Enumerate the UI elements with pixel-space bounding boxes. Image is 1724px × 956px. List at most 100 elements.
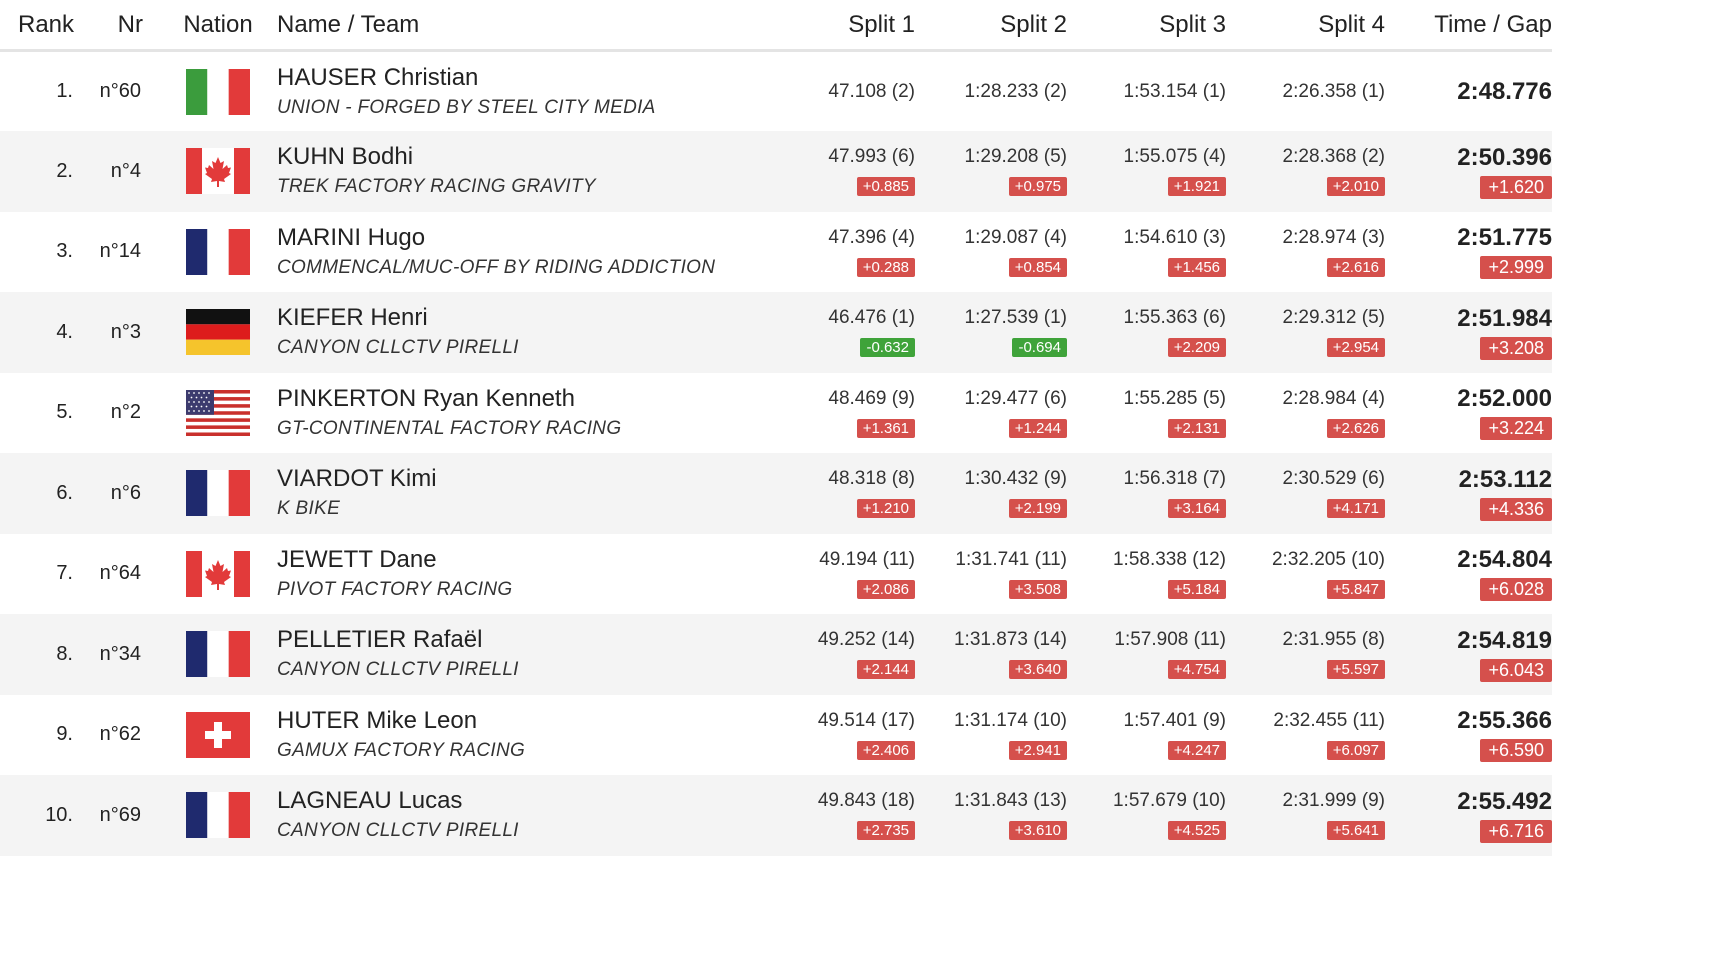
bib-number: n°2	[110, 401, 141, 424]
split3-cell: 1:55.285 (5) +2.131	[1069, 373, 1228, 454]
split4-cell: 2:26.358 (1)	[1228, 51, 1387, 132]
split4-cell: 2:30.529 (6) +4.171	[1228, 453, 1387, 534]
header-nr[interactable]: Nr	[73, 0, 159, 52]
split-time: 2:31.955 (8)	[1282, 629, 1385, 651]
split-diff-badge: +2.954	[1326, 338, 1385, 358]
split-diff-badge: +6.097	[1326, 740, 1385, 760]
nation-cell	[159, 373, 277, 454]
table-row[interactable]: 6. n°6 VIARDOT Kimi K BIKE 48.318 (8) +1.210…	[0, 453, 1552, 534]
split2-cell: 1:31.873 (14) +3.640	[917, 614, 1069, 695]
split-diff-badge: +2.209	[1167, 338, 1226, 358]
split1-cell: 46.476 (1) -0.632	[760, 292, 917, 373]
rank-value: 5.	[56, 401, 73, 424]
rider-name[interactable]: PELLETIER Rafaël	[277, 626, 483, 654]
split-diff-badge: +2.626	[1326, 418, 1385, 438]
split-time: 1:57.401 (9)	[1123, 709, 1226, 731]
rider-name[interactable]: KIEFER Henri	[277, 304, 428, 332]
bib-number: n°6	[110, 481, 141, 504]
table-row[interactable]: 2. n°4 KUHN Bodhi TREK FACTORY RACING GRAV…	[0, 131, 1552, 212]
table-row[interactable]: 9. n°62 HUTER Mike Leon GAMUX FACTORY RACI…	[0, 695, 1552, 776]
table-row[interactable]: 1. n°60 HAUSER Christian UNION - FORGED BY…	[0, 51, 1552, 132]
header-split3[interactable]: Split 3	[1069, 0, 1228, 52]
rider-name[interactable]: LAGNEAU Lucas	[277, 787, 463, 815]
split2-cell: 1:29.477 (6) +1.244	[917, 373, 1069, 454]
gap-badge: +6.716	[1480, 819, 1552, 843]
team-name: PIVOT FACTORY RACING	[277, 578, 513, 600]
split-diff-badge: +5.641	[1326, 821, 1385, 841]
split1-cell: 48.318 (8) +1.210	[760, 453, 917, 534]
split4-cell: 2:28.974 (3) +2.616	[1228, 212, 1387, 293]
germany-flag-icon	[186, 309, 250, 356]
split2-cell: 1:30.432 (9) +2.199	[917, 453, 1069, 534]
nation-cell	[159, 51, 277, 132]
rider-name[interactable]: HUTER Mike Leon	[277, 706, 478, 734]
france-flag-icon	[186, 792, 250, 839]
header-split4[interactable]: Split 4	[1228, 0, 1387, 52]
split3-cell: 1:55.075 (4) +1.921	[1069, 131, 1228, 212]
header-rank[interactable]: Rank	[0, 0, 74, 52]
header-split2[interactable]: Split 2	[917, 0, 1069, 52]
bib-cell: n°4	[73, 131, 159, 212]
split-time: 47.396 (4)	[828, 226, 915, 248]
split-diff-badge: -0.632	[860, 338, 915, 358]
header-row: Rank Nr Nation Name / Team Split 1 Split…	[0, 0, 1552, 52]
table-row[interactable]: 4. n°3 KIEFER Henri CANYON CLLCTV PIRELLI 4…	[0, 292, 1552, 373]
split-time: 1:58.338 (12)	[1112, 548, 1226, 570]
finish-time: 2:54.819	[1457, 626, 1552, 654]
split1-cell: 49.194 (11) +2.086	[760, 534, 917, 615]
header-nation[interactable]: Nation	[159, 0, 277, 52]
rank-value: 7.	[56, 562, 73, 585]
split1-cell: 47.993 (6) +0.885	[760, 131, 917, 212]
table-row[interactable]: 10. n°69 LAGNEAU Lucas CANYON CLLCTV PIREL…	[0, 775, 1552, 856]
split-diff-badge: +2.406	[856, 740, 915, 760]
split-diff-badge: +2.010	[1326, 177, 1385, 197]
rider-name[interactable]: MARINI Hugo	[277, 223, 426, 251]
split-time: 2:26.358 (1)	[1282, 80, 1385, 102]
header-split1[interactable]: Split 1	[760, 0, 917, 52]
split4-cell: 2:32.455 (11) +6.097	[1228, 695, 1387, 776]
bib-number: n°4	[110, 159, 141, 182]
header-name-team[interactable]: Name / Team	[277, 0, 760, 52]
rank-cell: 5.	[0, 373, 73, 454]
italy-flag-icon	[186, 68, 250, 115]
table-row[interactable]: 7. n°64 JEWETT Dane PIVOT FACTORY RACING 49…	[0, 534, 1552, 615]
split-diff-badge: +2.144	[856, 660, 915, 680]
gap-badge: +2.999	[1480, 256, 1552, 280]
split-diff-badge: +1.921	[1167, 177, 1226, 197]
split-diff-badge: +5.597	[1326, 660, 1385, 680]
nation-cell	[159, 695, 277, 776]
split-diff-badge: +0.975	[1008, 177, 1067, 197]
split2-cell: 1:28.233 (2)	[917, 51, 1069, 132]
table-row[interactable]: 8. n°34 PELLETIER Rafaël CANYON CLLCTV PIR…	[0, 614, 1552, 695]
split-time: 2:28.368 (2)	[1282, 146, 1385, 168]
france-flag-icon	[186, 470, 250, 517]
split-diff-badge: +0.885	[856, 177, 915, 197]
rider-name[interactable]: JEWETT Dane	[277, 545, 437, 573]
bib-number: n°14	[99, 240, 141, 263]
split-diff-badge: +5.847	[1326, 579, 1385, 599]
rider-name[interactable]: VIARDOT Kimi	[277, 465, 437, 493]
france-flag-icon	[186, 631, 250, 678]
split-diff-badge: +2.735	[856, 821, 915, 841]
bib-number: n°60	[99, 80, 141, 102]
finish-time: 2:51.984	[1457, 304, 1552, 332]
team-name: CANYON CLLCTV PIRELLI	[277, 659, 519, 681]
split2-cell: 1:29.208 (5) +0.975	[917, 131, 1069, 212]
canada-flag-icon	[186, 148, 250, 195]
header-time-gap[interactable]: Time / Gap	[1387, 0, 1552, 52]
split-time: 1:31.741 (11)	[955, 548, 1067, 570]
split-diff-badge: +2.199	[1008, 499, 1067, 519]
rider-name[interactable]: HAUSER Christian	[277, 63, 479, 91]
split-diff-badge: +1.361	[856, 418, 915, 438]
table-row[interactable]: 5. n°2 PINKERTON Ryan Kenneth GT-CONTINENT…	[0, 373, 1552, 454]
rider-name[interactable]: PINKERTON Ryan Kenneth	[277, 384, 575, 412]
split-diff-badge: +1.210	[856, 499, 915, 519]
bib-number: n°64	[99, 562, 141, 585]
rider-name[interactable]: KUHN Bodhi	[277, 143, 414, 171]
finish-time: 2:48.776	[1457, 77, 1552, 105]
name-team-cell: KUHN Bodhi TREK FACTORY RACING GRAVITY	[277, 131, 760, 212]
time-gap-cell: 2:53.112 +4.336	[1387, 453, 1552, 534]
split4-cell: 2:29.312 (5) +2.954	[1228, 292, 1387, 373]
split2-cell: 1:31.741 (11) +3.508	[917, 534, 1069, 615]
table-row[interactable]: 3. n°14 MARINI Hugo COMMENCAL/MUC-OFF BY R…	[0, 212, 1552, 293]
